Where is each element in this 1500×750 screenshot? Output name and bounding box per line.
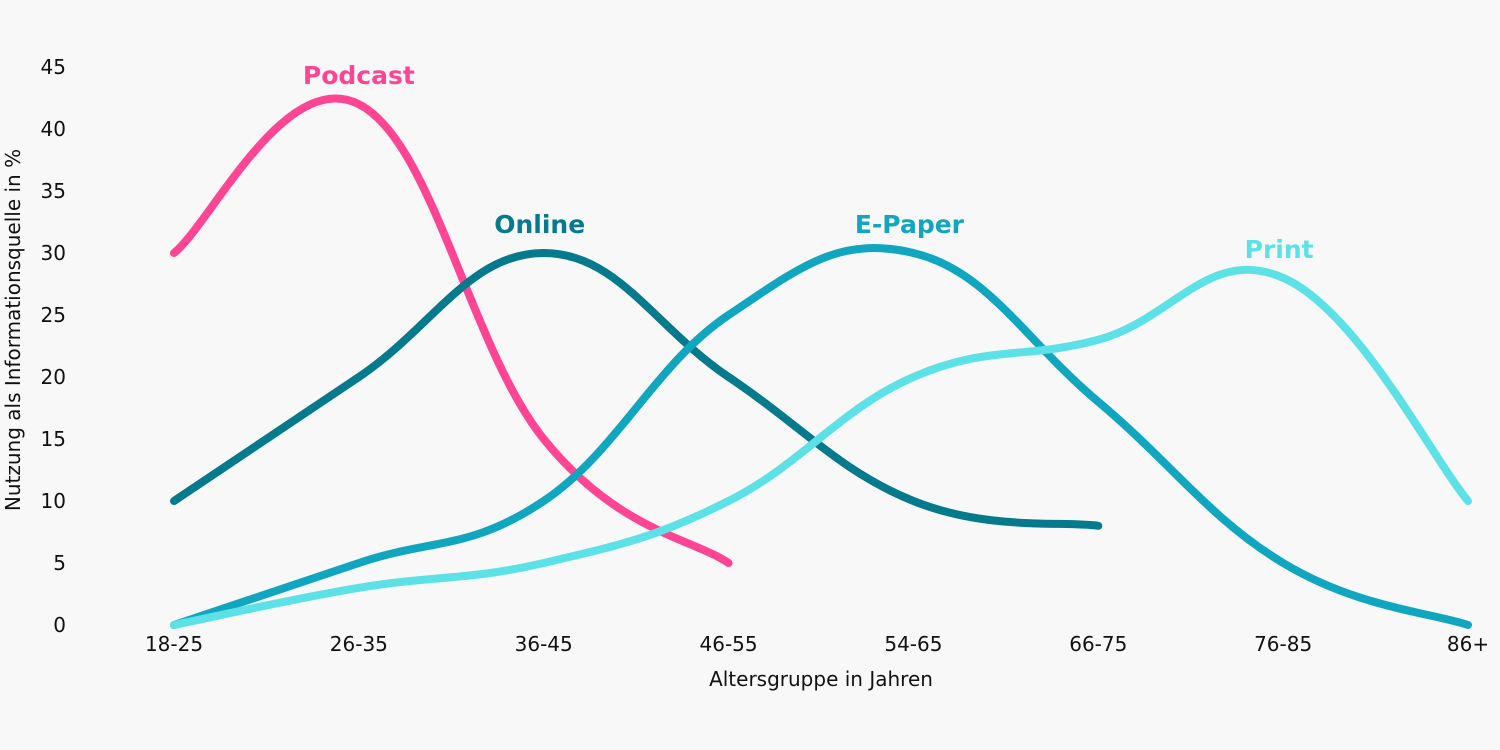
y-axis-ticks: 0 5 10 15 20 25 30 35 40 45 [41,55,66,637]
series-label-online: Online [494,210,585,239]
x-axis-ticks: 18-25 26-35 36-45 46-55 54-65 66-75 76-85 86+ [145,632,1489,656]
series-line-print [170,265,1472,629]
series-line-e-paper [170,244,1472,629]
series-label-e-paper: E-Paper [855,210,965,239]
x-tick-label: 26-35 [330,632,388,656]
y-tick-label: 45 [41,55,66,79]
y-tick-label: 25 [41,303,66,327]
x-tick-label: 36-45 [515,632,573,656]
y-tick-label: 35 [41,179,66,203]
x-tick-label: 66-75 [1069,632,1127,656]
series-line-online [170,249,1103,530]
series-line-podcast [170,94,733,567]
y-tick-label: 20 [41,365,66,389]
x-axis-label: Altersgruppe in Jahren [709,667,933,691]
y-tick-label: 0 [53,613,66,637]
y-tick-label: 5 [53,551,66,575]
x-tick-label: 46-55 [700,632,758,656]
series-lines [170,94,1472,629]
y-axis-label: Nutzung als Informationsquelle in % [1,149,25,511]
series-label-podcast: Podcast [303,61,415,90]
y-tick-label: 10 [41,489,66,513]
series-label-print: Print [1245,235,1314,264]
x-tick-label: 86+ [1447,632,1489,656]
y-tick-label: 30 [41,241,66,265]
x-tick-label: 76-85 [1254,632,1312,656]
series-labels: Podcast Online E-Paper Print [303,61,1314,264]
x-tick-label: 54-65 [884,632,942,656]
y-tick-label: 15 [41,427,66,451]
x-tick-label: 18-25 [145,632,203,656]
y-tick-label: 40 [41,117,66,141]
